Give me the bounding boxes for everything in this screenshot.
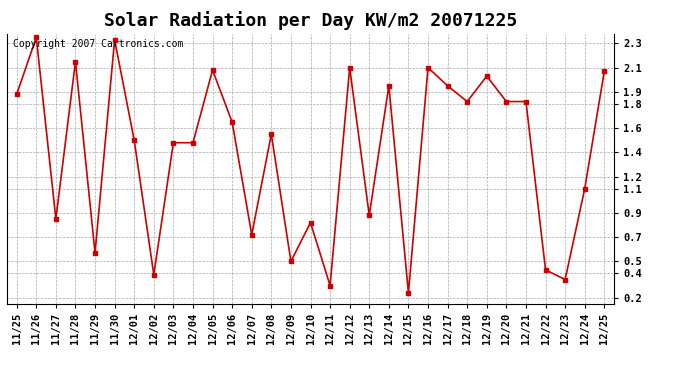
Text: Copyright 2007 Cartronics.com: Copyright 2007 Cartronics.com	[13, 39, 184, 49]
Text: Solar Radiation per Day KW/m2 20071225: Solar Radiation per Day KW/m2 20071225	[104, 11, 517, 30]
